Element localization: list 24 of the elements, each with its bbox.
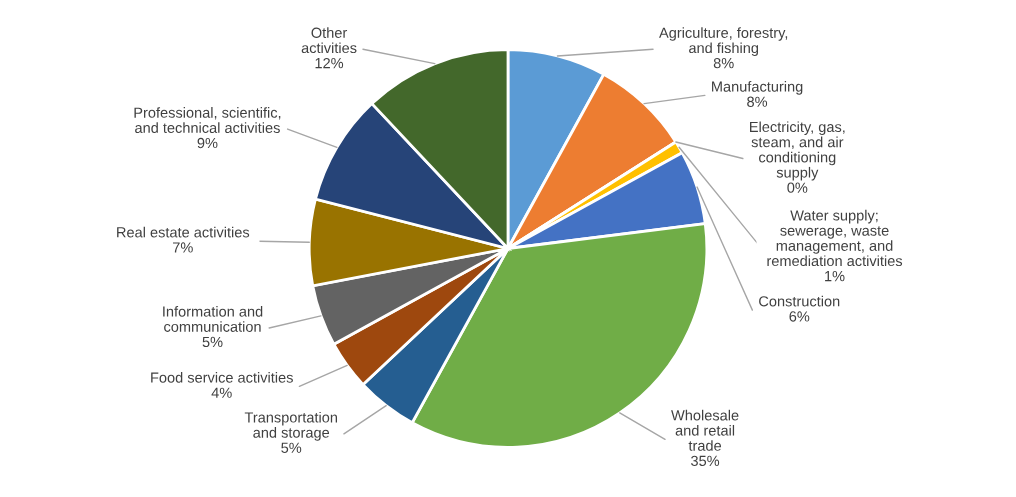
slice-label: Water supply; sewerage, waste management, and remediation activities (767, 209, 903, 267)
data-label: 6% (789, 311, 810, 322)
data-label: 12% (315, 57, 344, 69)
slice-label: Transportation and storage (244, 411, 337, 441)
text: 0% (787, 182, 808, 193)
data-label: 8% (747, 96, 768, 107)
data-label: 7% (173, 242, 193, 253)
slice-label: Professional, scientific, and technical activities (134, 107, 281, 133)
data-label: 8% (713, 57, 734, 69)
slice-label: Wholesale and retail trade (671, 409, 739, 451)
slice-label: Information and communication (163, 305, 263, 332)
slice-label: Agriculture, forestry, and fishing (659, 27, 788, 56)
slice-label: Manufacturing (712, 81, 803, 95)
slice-label: Food service activities (151, 372, 293, 383)
data-label: 1% (825, 271, 845, 282)
slice-label: Other activities (301, 27, 357, 54)
data-label: 5% (202, 336, 223, 348)
slice-label: Construction (759, 295, 840, 307)
data-label: 35% (691, 455, 720, 467)
data-label: 5% (281, 442, 302, 453)
data-label: 4% (211, 387, 232, 398)
data-label: 9% (197, 137, 218, 149)
slice-label: Real estate activities (117, 226, 250, 238)
legend-label: Electricity, gas, steam, and air conditioning supply (750, 121, 845, 181)
